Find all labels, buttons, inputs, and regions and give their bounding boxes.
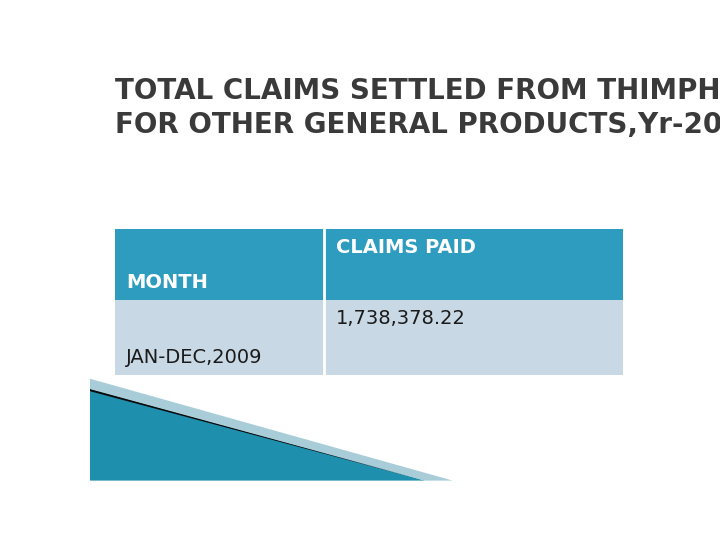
Bar (115, 229, 324, 300)
Bar (324, 300, 623, 375)
Polygon shape (90, 389, 425, 481)
Text: TOTAL CLAIMS SETTLED FROM THIMPHU
FOR OTHER GENERAL PRODUCTS,Yr-2009: TOTAL CLAIMS SETTLED FROM THIMPHU FOR OT… (115, 77, 720, 139)
Bar (115, 300, 324, 375)
Text: 1,738,378.22: 1,738,378.22 (336, 309, 465, 328)
Polygon shape (90, 379, 453, 481)
Text: CLAIMS PAID: CLAIMS PAID (336, 238, 475, 257)
Polygon shape (90, 389, 425, 481)
Text: JAN-DEC,2009: JAN-DEC,2009 (126, 348, 263, 367)
Bar (324, 229, 623, 300)
Text: MONTH: MONTH (126, 273, 208, 292)
